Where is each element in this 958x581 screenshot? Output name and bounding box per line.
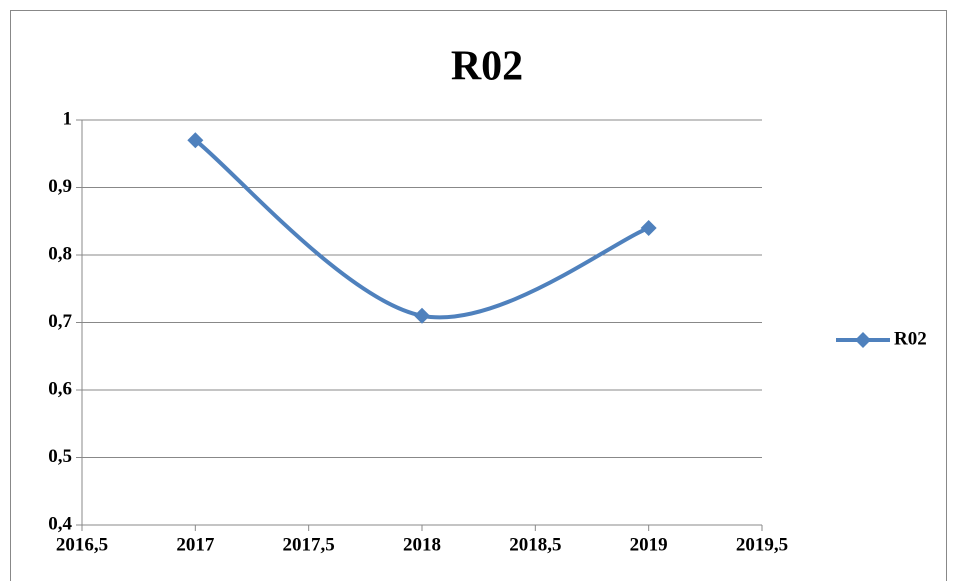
x-tick-label: 2019: [630, 534, 668, 555]
y-tick-label: 0,5: [48, 446, 72, 467]
y-tick-label: 0,6: [48, 378, 72, 399]
y-tick-label: 0,4: [48, 513, 72, 534]
chart-border: [10, 10, 947, 581]
marker: [414, 307, 430, 324]
y-tick-label: 1: [63, 108, 73, 129]
chart-title: R02: [451, 44, 523, 90]
marker: [640, 220, 657, 236]
y-tick-label: 0,9: [48, 176, 72, 197]
x-tick-label: 2017: [176, 534, 215, 555]
x-tick-label: 2017,5: [283, 534, 335, 555]
y-tick-label: 0,7: [48, 311, 72, 332]
x-tick-label: 2018: [403, 534, 441, 555]
marker: [187, 132, 204, 149]
y-tick-label: 0,8: [48, 243, 72, 264]
x-tick-label: 2016,5: [56, 534, 108, 555]
legend-label: R02: [894, 328, 927, 349]
x-tick-label: 2019,5: [736, 534, 788, 555]
x-tick-label: 2018,5: [509, 534, 561, 555]
legend-marker: [855, 332, 871, 348]
